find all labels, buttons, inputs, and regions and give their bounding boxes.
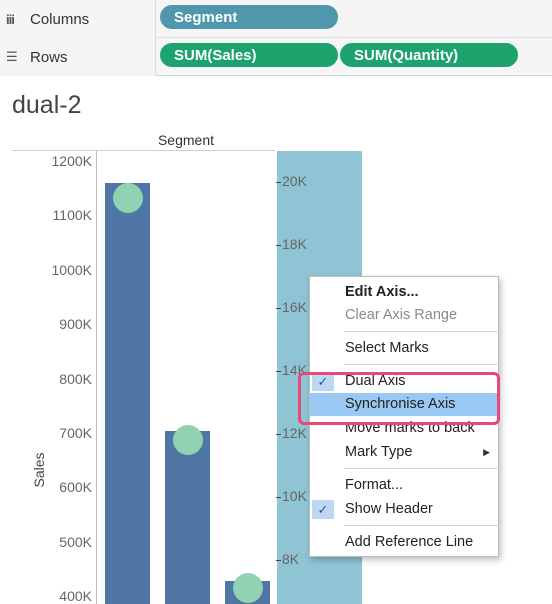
right-axis-tick-label: 10K [282,488,307,504]
sales-bar[interactable] [165,430,210,604]
menu-item-synchronise-axis[interactable]: Synchronise Axis [310,393,498,416]
right-axis-tick-label: 8K [282,551,300,567]
left-axis-tick-label: 900K [59,316,92,333]
menu-item-label: Add Reference Line [345,534,474,550]
columns-icon: iii [6,11,15,27]
left-axis-tick-label: 1100K [52,207,92,224]
menu-item-clear-axis-range: Clear Axis Range [310,304,498,327]
right-axis-tick-mark [276,560,281,561]
left-axis-tick-label: 700K [59,425,92,441]
left-axis-tick-label: 600K [59,479,92,496]
rows-label: Rows [30,48,68,66]
menu-separator [344,364,499,365]
menu-item-dual-axis[interactable]: ✓ Dual Axis [310,370,498,393]
right-axis-tick-mark [276,371,281,372]
menu-item-label: Format... [345,477,404,493]
menu-item-add-reference-line[interactable]: Add Reference Line [310,531,498,554]
sum-sales-pill[interactable]: SUM(Sales) [160,43,338,67]
menu-separator [344,468,499,469]
sheet-title: dual-2 [12,91,82,119]
menu-item-format[interactable]: Format... [310,474,498,497]
axis-context-menu: Edit Axis... Clear Axis Range Select Mar… [309,276,499,557]
menu-item-label: Mark Type [345,444,413,460]
menu-item-label: Show Header [345,501,433,517]
rows-icon: ☰ [6,49,18,64]
menu-item-mark-type[interactable]: Mark Type ▶ [310,441,498,464]
menu-item-label: Synchronise Axis [345,396,456,412]
right-axis-tick-mark [276,434,281,435]
columns-shelf: iii Columns Segment [0,0,552,38]
menu-item-label: Dual Axis [345,373,406,389]
menu-item-label: Edit Axis... [345,284,419,300]
right-axis-tick-mark [276,245,281,246]
submenu-arrow-icon: ▶ [483,447,490,457]
columns-shelf-label: iii Columns [0,0,156,38]
right-axis-tick-mark [276,308,281,309]
right-axis-tick-label: 16K [282,299,307,315]
menu-separator [344,525,499,526]
sum-quantity-pill[interactable]: SUM(Quantity) [340,43,518,67]
menu-item-select-marks[interactable]: Select Marks [310,337,498,360]
left-axis-tick-label: 1000K [51,261,92,278]
right-axis-tick-mark [276,182,281,183]
right-axis-tick-label: 18K [282,236,307,252]
annotation-highlight-box [298,372,500,425]
segment-header[interactable]: Segment [157,132,215,148]
check-icon: ✓ [312,500,334,519]
header-divider [12,150,275,151]
menu-item-label: Select Marks [345,340,429,356]
menu-separator [344,331,499,332]
left-axis-tick-label: 500K [59,533,92,550]
quantity-mark[interactable] [232,573,263,604]
left-axis-tick-label: 800K [59,370,92,387]
left-axis-tick-label: 400K [59,588,92,604]
quantity-mark[interactable] [112,182,143,213]
sales-bar[interactable] [105,183,150,604]
quantity-mark[interactable] [172,425,203,456]
right-axis-tick-mark [276,497,281,498]
rows-shelf-label: ☰ Rows [0,38,156,76]
columns-label: Columns [30,10,90,28]
menu-item-edit-axis[interactable]: Edit Axis... [310,281,498,304]
check-icon: ✓ [312,372,334,391]
left-axis-line [96,151,97,604]
right-axis-tick-label: 20K [282,173,307,189]
left-axis-tick-label: 1200K [51,153,92,169]
rows-shelf: ☰ Rows SUM(Sales) SUM(Quantity) [0,38,552,76]
menu-item-show-header[interactable]: ✓ Show Header [310,498,498,521]
menu-item-label: Clear Axis Range [345,307,458,323]
right-axis-tick-label: 12K [282,425,307,441]
segment-pill[interactable]: Segment [160,5,338,29]
